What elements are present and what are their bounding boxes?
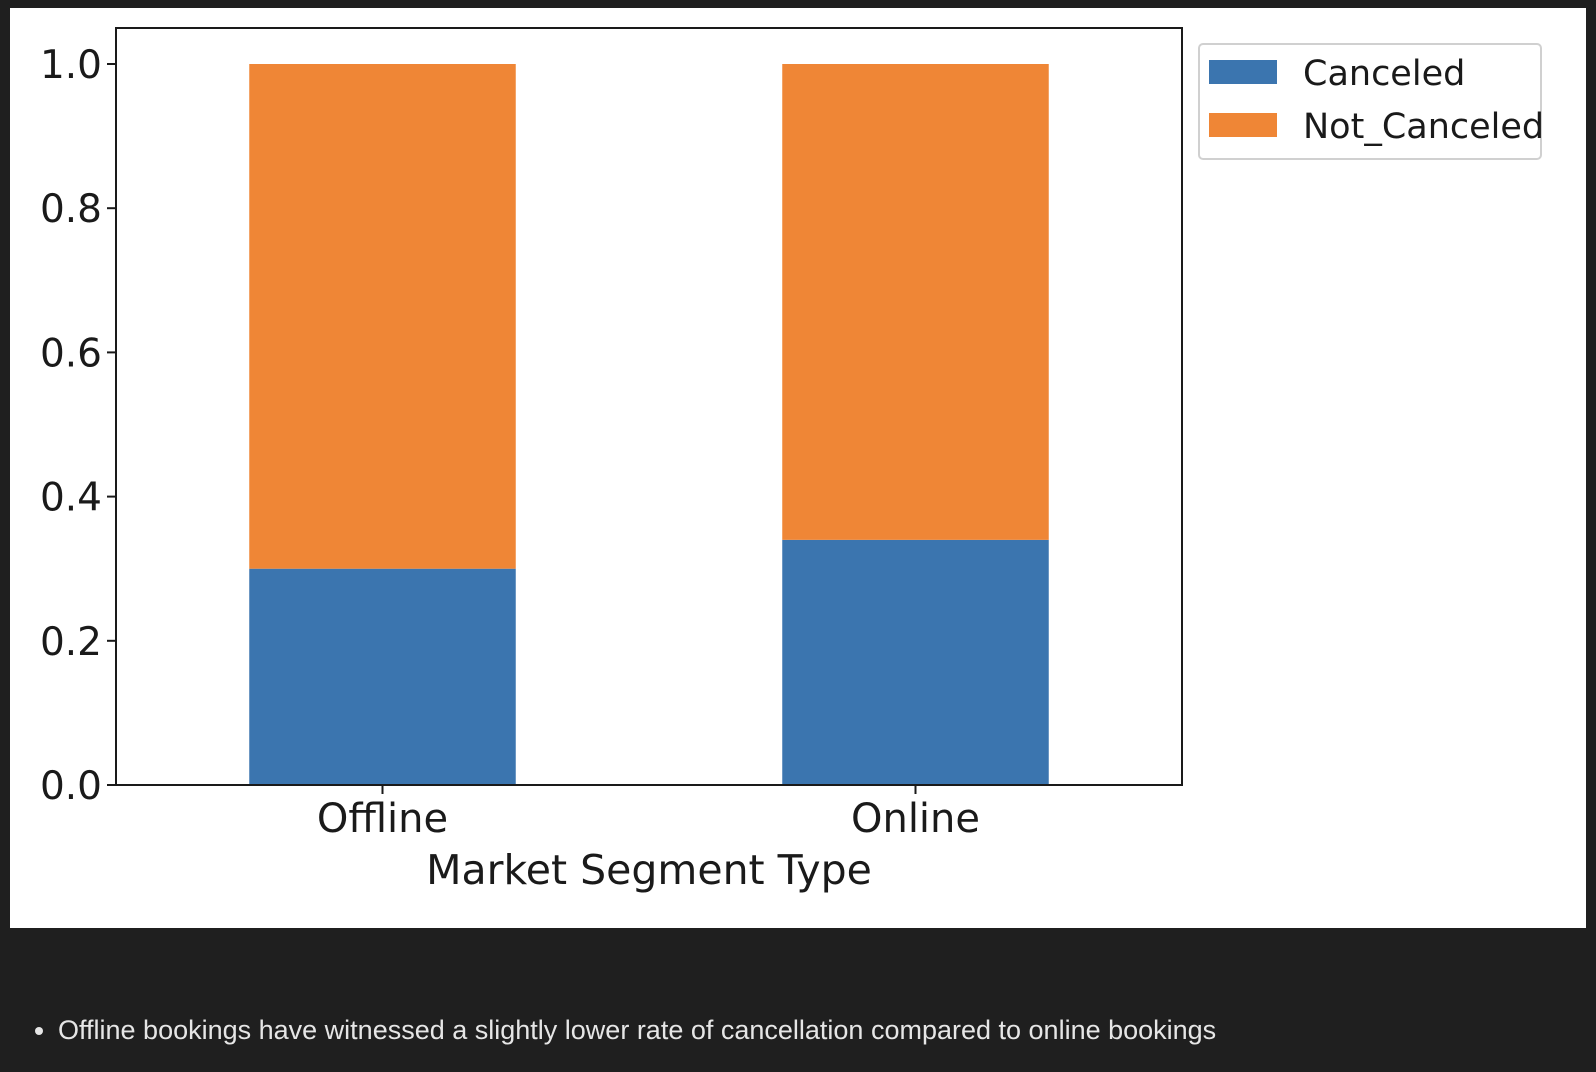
legend-label: Not_Canceled: [1303, 107, 1544, 147]
bar-canceled-offline: [249, 568, 516, 785]
legend-swatch: [1209, 113, 1277, 137]
notes-list: Offline bookings have witnessed a slight…: [0, 1012, 1596, 1048]
y-tick-label: 0.0: [40, 764, 102, 809]
x-axis-title: Market Segment Type: [426, 846, 872, 894]
y-tick-label: 0.2: [40, 620, 102, 665]
legend-frame: [1198, 43, 1542, 160]
legend-swatch: [1209, 60, 1277, 84]
bar-canceled-online: [782, 539, 1049, 785]
plot-frame: [115, 27, 1183, 786]
x-tick-label: Offline: [317, 796, 448, 842]
y-tick-label: 0.8: [40, 187, 102, 232]
note-item: Offline bookings have witnessed a slight…: [58, 1012, 1596, 1048]
y-tick-label: 0.6: [40, 331, 102, 376]
stacked-bar-chart: 0.0 0.2 0.4 0.6 0.8 1.0 Offline Online Market …: [40, 27, 1544, 894]
legend-label: Canceled: [1303, 54, 1465, 94]
y-axis: 0.0 0.2 0.4 0.6 0.8 1.0: [40, 43, 116, 809]
x-axis: Offline Online: [317, 785, 980, 842]
chart-figure: 0.0 0.2 0.4 0.6 0.8 1.0 Offline Online Market …: [10, 8, 1586, 928]
bar-not-canceled-online: [782, 64, 1049, 540]
y-tick-label: 0.4: [40, 476, 102, 521]
y-tick-label: 1.0: [40, 43, 102, 88]
legend: Canceled Not_Canceled: [1198, 43, 1544, 160]
bars-layer: [249, 64, 1049, 785]
bar-not-canceled-offline: [249, 64, 516, 569]
x-tick-label: Online: [851, 796, 980, 842]
